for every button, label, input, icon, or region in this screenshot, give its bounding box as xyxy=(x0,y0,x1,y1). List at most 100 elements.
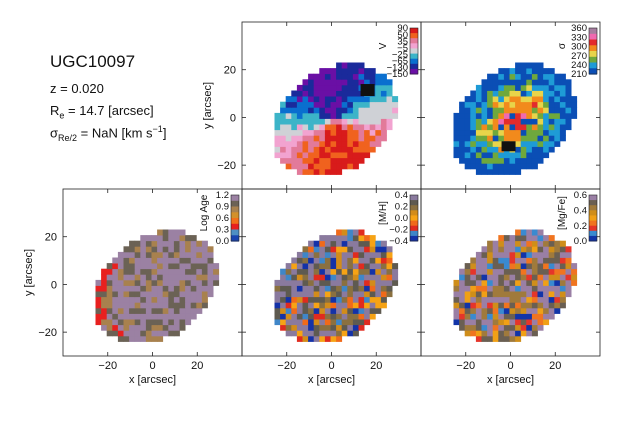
map-pixel xyxy=(302,124,309,131)
map-pixel xyxy=(285,307,292,314)
map-pixel xyxy=(330,324,337,331)
map-pixel xyxy=(537,296,544,303)
map-pixel xyxy=(515,330,522,337)
map-pixel xyxy=(157,257,164,264)
y-axis-label: y [arcsec] xyxy=(23,249,35,296)
map-pixel xyxy=(352,263,359,270)
map-pixel xyxy=(571,107,578,114)
map-pixel xyxy=(531,112,538,119)
map-pixel xyxy=(168,296,175,303)
map-pixel xyxy=(559,135,566,142)
map-pixel xyxy=(548,90,555,97)
map-pixel xyxy=(196,240,203,247)
map-pixel xyxy=(179,246,186,253)
map-pixel xyxy=(515,291,522,298)
map-pixel xyxy=(559,279,566,286)
map-pixel xyxy=(543,135,550,142)
map-pixel xyxy=(123,268,130,275)
map-pixel xyxy=(112,279,119,286)
map-pixel xyxy=(347,229,354,236)
map-pixel xyxy=(319,291,326,298)
map-pixel xyxy=(274,307,281,314)
map-pixel xyxy=(492,124,499,131)
map-pixel xyxy=(364,101,371,108)
colorbar-tick-label: 0.4 xyxy=(574,206,587,217)
map-pixel xyxy=(554,251,561,258)
map-pixel xyxy=(151,240,158,247)
map-pixel xyxy=(481,296,488,303)
map-pixel xyxy=(554,79,561,86)
x-axis-label: x [arcsec] xyxy=(308,374,355,386)
map-pixel xyxy=(190,268,197,275)
map-pixel xyxy=(157,279,164,286)
map-pixel xyxy=(291,90,298,97)
map-pixel xyxy=(352,101,359,108)
map-pixel xyxy=(151,335,158,342)
map-pixel xyxy=(571,268,578,275)
map-pixel xyxy=(526,285,533,292)
map-pixel xyxy=(543,90,550,97)
map-pixel xyxy=(274,118,281,125)
map-pixel xyxy=(352,279,359,286)
map-pixel xyxy=(336,168,343,175)
map-pixel xyxy=(375,279,382,286)
map-pixel xyxy=(324,157,331,164)
map-pixel xyxy=(526,263,533,270)
map-pixel xyxy=(352,285,359,292)
map-pixel xyxy=(319,79,326,86)
map-pixel xyxy=(352,140,359,147)
map-pixel xyxy=(336,79,343,86)
map-pixel xyxy=(369,307,376,314)
map-pixel xyxy=(140,335,147,342)
map-pixel xyxy=(336,96,343,103)
map-pixel xyxy=(213,274,220,281)
map-pixel xyxy=(201,279,208,286)
map-pixel xyxy=(324,135,331,142)
map-pixel xyxy=(548,268,555,275)
map-pixel xyxy=(364,274,371,281)
map-pixel xyxy=(162,307,169,314)
map-pixel xyxy=(526,302,533,309)
map-pixel xyxy=(296,307,303,314)
x-tick-label: −20 xyxy=(456,360,475,372)
map-pixel xyxy=(280,112,287,119)
map-pixel xyxy=(145,279,152,286)
map-pixel xyxy=(509,257,516,264)
map-pixel xyxy=(336,229,343,236)
map-pixel xyxy=(515,101,522,108)
map-pixel xyxy=(352,313,359,320)
colorbar-label: [Mg/Fe] xyxy=(557,196,568,230)
map-pixel xyxy=(559,101,566,108)
map-pixel xyxy=(352,246,359,253)
map-pixel xyxy=(498,330,505,337)
map-pixel xyxy=(313,73,320,80)
map-pixel xyxy=(487,319,494,326)
map-pixel xyxy=(336,274,343,281)
map-pixel xyxy=(453,291,460,298)
map-pixel xyxy=(117,307,124,314)
map-pixel xyxy=(526,73,533,80)
map-pixel xyxy=(459,140,466,147)
map-pixel xyxy=(296,152,303,159)
map-pixel xyxy=(375,140,382,147)
map-pixel xyxy=(117,274,124,281)
map-pixel xyxy=(537,73,544,80)
map-pixel xyxy=(274,291,281,298)
map-pixel xyxy=(330,79,337,86)
map-pixel xyxy=(464,135,471,142)
map-pixel xyxy=(358,296,365,303)
map-pixel xyxy=(330,163,337,170)
map-pixel xyxy=(526,112,533,119)
map-pixel xyxy=(308,240,315,247)
map-pixel xyxy=(341,163,348,170)
map-pixel xyxy=(134,274,141,281)
map-pixel xyxy=(308,84,315,91)
map-pixel xyxy=(369,257,376,264)
map-pixel xyxy=(475,268,482,275)
map-pixel xyxy=(358,62,365,69)
map-pixel xyxy=(537,84,544,91)
map-pixel xyxy=(487,257,494,264)
map-pixel xyxy=(487,251,494,258)
map-pixel xyxy=(487,296,494,303)
map-pixel xyxy=(285,313,292,320)
